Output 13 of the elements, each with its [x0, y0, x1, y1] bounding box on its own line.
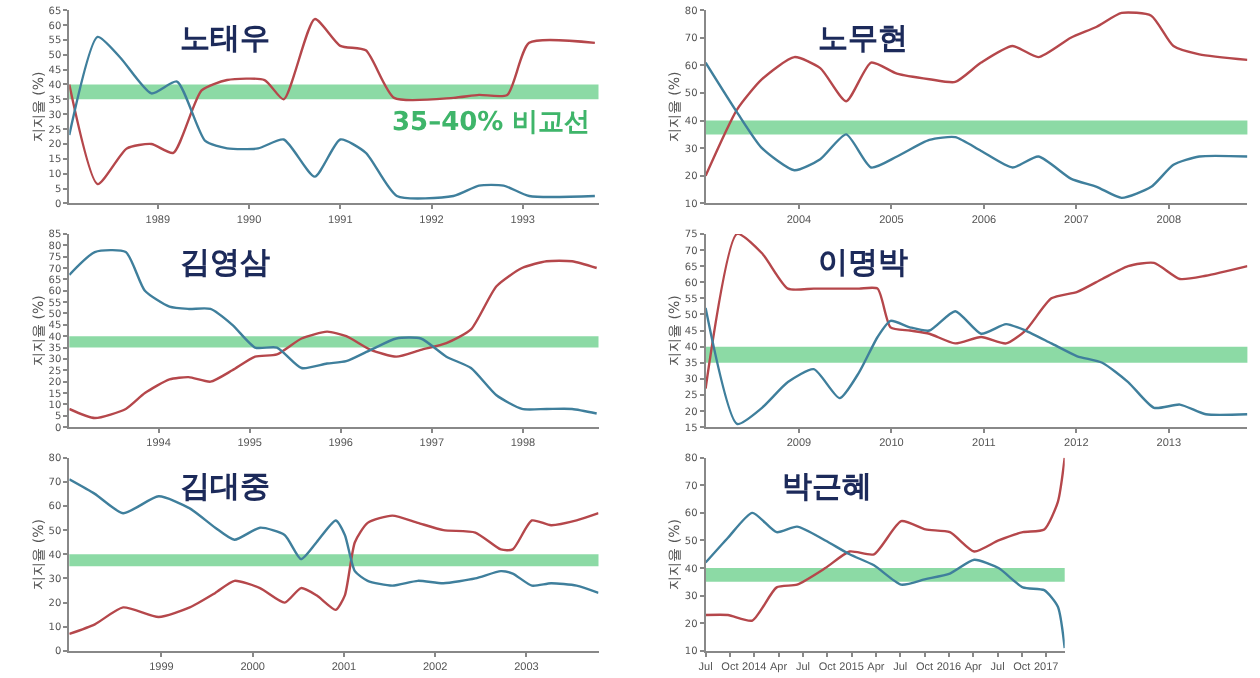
chart-title: 이명박	[818, 244, 908, 280]
line-series	[705, 457, 1065, 622]
chart-title: 김대중	[180, 468, 270, 504]
chart-title: 박근혜	[782, 468, 872, 504]
band-label: 35–40% 비교선	[392, 108, 591, 138]
line-series	[69, 512, 599, 636]
line-series	[705, 11, 1248, 177]
line-series	[705, 61, 1248, 200]
chart-title: 노무현	[818, 20, 908, 56]
chart-title: 노태우	[180, 20, 270, 56]
chart-title: 김영삼	[180, 244, 270, 280]
line-series	[69, 17, 597, 186]
line-series	[705, 233, 1248, 390]
